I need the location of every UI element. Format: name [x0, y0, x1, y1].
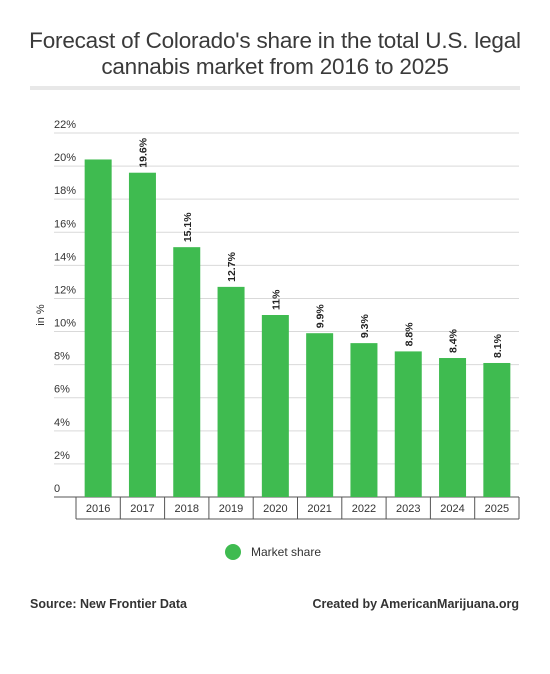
data-label: 15.1%: [182, 212, 194, 242]
x-tick-label: 2025: [485, 503, 509, 515]
x-tick-label: 2019: [219, 503, 243, 515]
x-tick-label: 2020: [263, 503, 287, 515]
data-label: 12.7%: [226, 251, 238, 281]
x-tick-label: 2016: [86, 503, 110, 515]
bar: [350, 343, 378, 497]
data-label: 11%: [270, 289, 282, 310]
x-tick-label: 2024: [440, 503, 464, 515]
bar: [173, 247, 201, 497]
data-label: 8.8%: [403, 322, 415, 347]
y-tick-label: 14%: [54, 251, 76, 263]
x-tick-label: 2022: [352, 503, 376, 515]
data-label: 19.6%: [137, 137, 149, 167]
bar: [261, 315, 289, 497]
y-tick-label: 8%: [54, 351, 70, 363]
x-tick-label: 2017: [130, 503, 154, 515]
legend[interactable]: Market share: [225, 544, 321, 560]
y-tick-label: 6%: [54, 384, 70, 396]
y-tick-label: 10%: [54, 318, 76, 330]
bar: [84, 159, 112, 498]
y-tick-label: 16%: [54, 218, 76, 230]
bar: [306, 333, 334, 497]
x-tick-label: 2021: [307, 503, 331, 515]
data-label: 8.1%: [492, 333, 504, 358]
bar: [128, 172, 156, 497]
x-tick-label: 2018: [175, 503, 199, 515]
data-label: 9.3%: [359, 314, 371, 339]
y-tick-label: 12%: [54, 284, 76, 296]
y-tick-label: 20%: [54, 152, 76, 164]
chart-title: Forecast of Colorado's share in the tota…: [29, 28, 521, 79]
data-label: 9.9%: [315, 304, 327, 329]
bar: [394, 351, 422, 497]
y-tick-label: 2%: [54, 450, 70, 462]
title-divider: [30, 86, 520, 90]
bar: [217, 286, 245, 497]
bar-chart: 0 2% 4% 6% 8% 10% 12% 14% 16% 18% 20% 22% in % 2016 19…: [35, 119, 520, 520]
legend-label: Market share: [251, 545, 322, 559]
credit-link[interactable]: Created by AmericanMarijuana.org: [312, 597, 519, 611]
bar: [483, 362, 511, 497]
source-note: Source: New Frontier Data: [30, 597, 187, 611]
y-tick-label: 0: [54, 483, 60, 495]
y-tick-label: 22%: [54, 119, 76, 131]
data-label: 8.4%: [448, 328, 460, 353]
bar: [439, 358, 467, 497]
y-axis-label: in %: [35, 304, 47, 326]
y-tick-label: 18%: [54, 185, 76, 197]
legend-swatch-icon: [225, 544, 241, 560]
x-tick-label: 2023: [396, 503, 420, 515]
y-tick-label: 4%: [54, 417, 70, 429]
